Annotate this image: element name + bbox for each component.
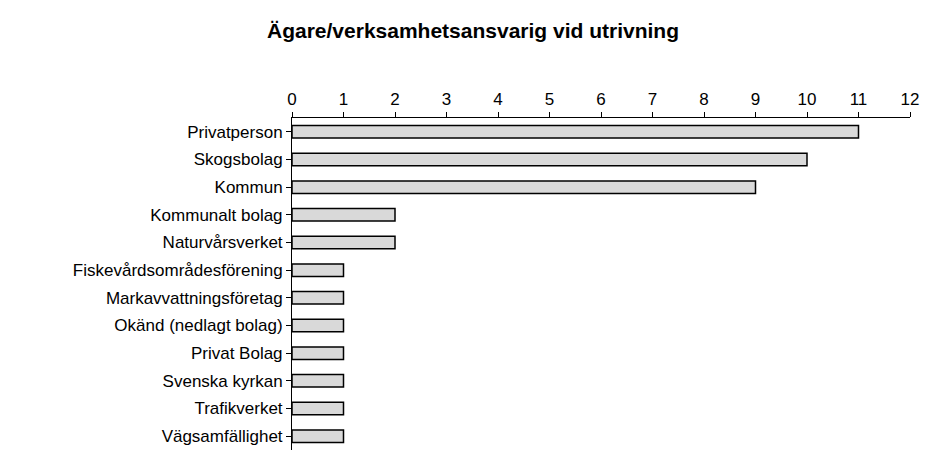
- svg-text:0: 0: [287, 90, 296, 109]
- svg-text:Kommunalt bolag: Kommunalt bolag: [150, 206, 282, 225]
- svg-text:Privatperson: Privatperson: [187, 123, 282, 142]
- svg-text:Fiskevårdsområdesförening: Fiskevårdsområdesförening: [73, 261, 283, 280]
- svg-text:Markavvattningsföretag: Markavvattningsföretag: [106, 289, 283, 308]
- svg-text:1: 1: [339, 90, 348, 109]
- svg-text:Svenska kyrkan: Svenska kyrkan: [163, 372, 283, 391]
- svg-text:Privat Bolag: Privat Bolag: [191, 344, 283, 363]
- svg-text:7: 7: [648, 90, 657, 109]
- svg-text:10: 10: [798, 90, 817, 109]
- svg-text:Vägsamfällighet: Vägsamfällighet: [162, 427, 283, 446]
- svg-text:Kommun: Kommun: [215, 178, 283, 197]
- svg-text:2: 2: [390, 90, 399, 109]
- svg-text:9: 9: [751, 90, 760, 109]
- svg-text:Okänd (nedlagt bolag): Okänd (nedlagt bolag): [114, 316, 282, 335]
- svg-text:3: 3: [442, 90, 451, 109]
- svg-text:Naturvårsverket: Naturvårsverket: [163, 233, 283, 252]
- svg-text:11: 11: [850, 90, 868, 109]
- svg-text:Skogsbolag: Skogsbolag: [194, 150, 283, 169]
- svg-text:8: 8: [699, 90, 708, 109]
- svg-text:Ägare/verksamhetsansvarig vid: Ägare/verksamhetsansvarig vid utrivning: [267, 19, 679, 42]
- svg-text:12: 12: [901, 90, 920, 109]
- svg-text:4: 4: [493, 90, 502, 109]
- svg-text:5: 5: [545, 90, 554, 109]
- svg-text:6: 6: [596, 90, 605, 109]
- svg-text:Trafikverket: Trafikverket: [194, 399, 282, 418]
